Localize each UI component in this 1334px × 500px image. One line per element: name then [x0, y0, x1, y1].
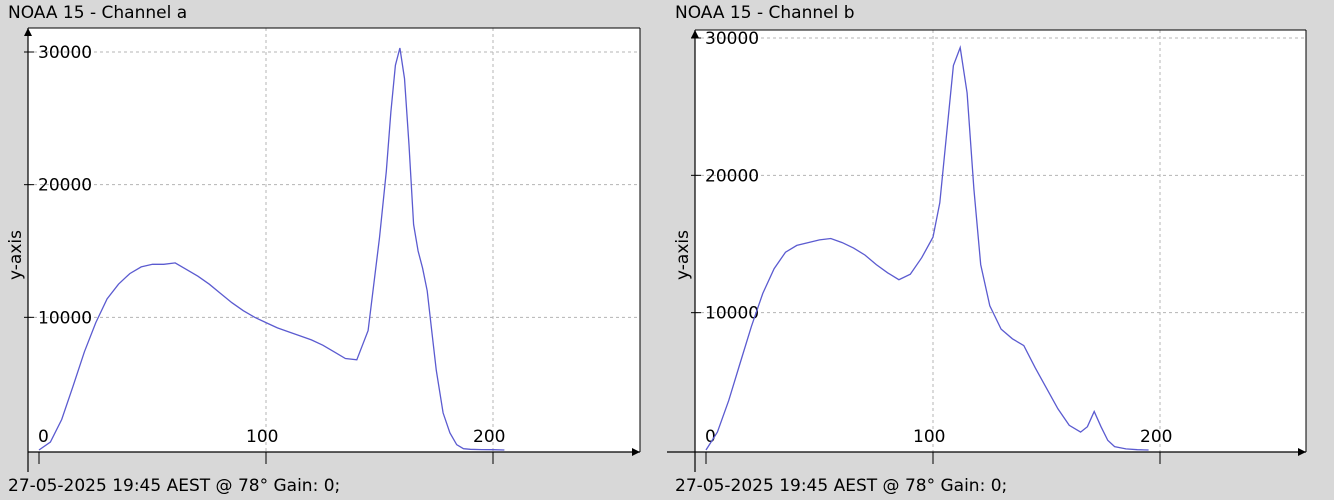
chart-plot: 0 100 200 10000 20000 30000 y-axis	[667, 29, 1307, 472]
chart-panel-b: NOAA 15 - Channel b 0 100 200 10000 20000 300…	[667, 0, 1334, 500]
x-tick-label: 0	[705, 427, 716, 447]
chart-title: NOAA 15 - Channel b	[675, 3, 855, 23]
y-tick-label: 10000	[38, 308, 92, 328]
y-axis-label: y-axis	[673, 230, 693, 280]
x-axis-arrow	[632, 448, 640, 456]
y-axis-label: y-axis	[6, 230, 26, 280]
y-axis-arrow	[24, 28, 32, 36]
x-tick-label: 100	[246, 427, 278, 447]
y-tick-label: 20000	[705, 166, 759, 186]
y-tick-label: 30000	[705, 29, 759, 49]
x-tick-label: 0	[38, 427, 49, 447]
plot-area	[695, 30, 1306, 452]
x-tick-label: 200	[1140, 427, 1172, 447]
x-axis-arrow	[1298, 448, 1306, 456]
chart-plot: 0 100 200 10000 20000 30000 y-axis	[6, 27, 641, 472]
y-tick-label: 20000	[38, 176, 92, 196]
plot-area	[28, 28, 640, 452]
series-line	[705, 45, 1149, 451]
y-axis-arrow	[691, 30, 699, 38]
chart-panel-a: NOAA 15 - Channel a 0 100 200 10000 20000 300…	[6, 3, 641, 496]
x-tick-label: 200	[473, 427, 505, 447]
x-tick-label: 100	[913, 427, 945, 447]
y-tick-label: 30000	[38, 43, 92, 63]
chart-footer: 27-05-2025 19:45 AEST @ 78° Gain: 0;	[675, 476, 1008, 496]
y-tick-label: 10000	[705, 304, 759, 324]
chart-title: NOAA 15 - Channel a	[8, 3, 188, 23]
series-line	[38, 47, 505, 451]
chart-footer: 27-05-2025 19:45 AEST @ 78° Gain: 0;	[8, 476, 341, 496]
